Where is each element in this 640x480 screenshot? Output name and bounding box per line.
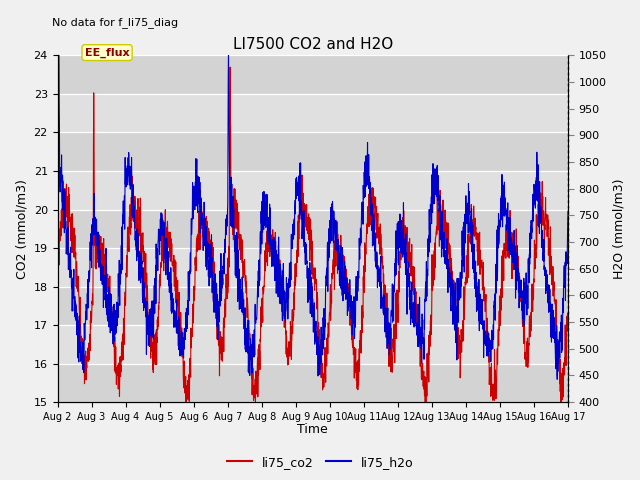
Y-axis label: CO2 (mmol/m3): CO2 (mmol/m3) [15,179,28,279]
Title: LI7500 CO2 and H2O: LI7500 CO2 and H2O [233,36,393,51]
Bar [58,56,568,94]
Bar [58,210,568,248]
X-axis label: Time: Time [298,423,328,436]
Text: EE_flux: EE_flux [84,48,129,58]
Bar [58,132,568,171]
Bar [58,363,568,402]
Legend: li75_co2, li75_h2o: li75_co2, li75_h2o [221,451,419,474]
Text: No data for f_li75_diag: No data for f_li75_diag [52,17,179,28]
Y-axis label: H2O (mmol/m3): H2O (mmol/m3) [612,179,625,279]
Bar [58,287,568,325]
